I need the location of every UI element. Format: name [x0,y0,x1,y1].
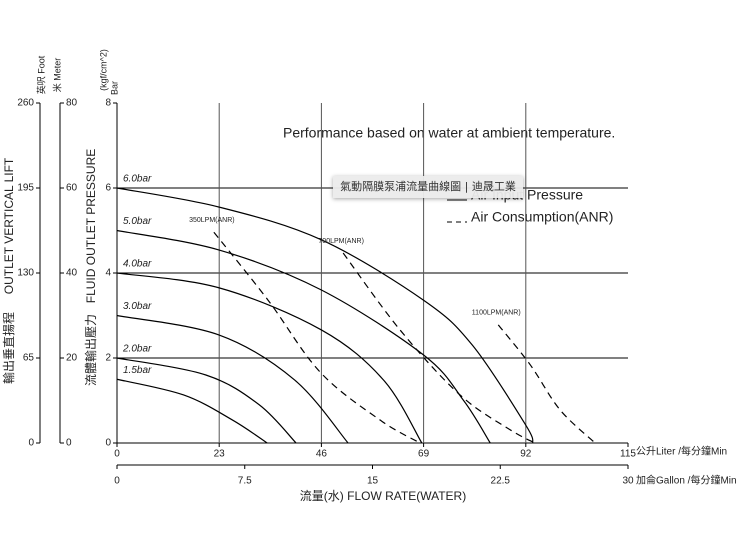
x-axis-title: 流量(水) FLOW RATE(WATER) [300,489,466,503]
lift-tick-label: 260 [17,98,34,109]
curve-label: 1100LPM(ANR) [472,310,521,317]
lift-tick-label: 0 [66,438,72,449]
lift-tick-label: 40 [66,268,78,279]
gallon-tick-label: 22.5 [491,476,511,487]
curve [116,314,349,444]
curve [342,252,536,444]
chart-title: Performance based on water at ambient te… [283,125,615,141]
gallon-tick-label: 0 [114,476,120,487]
gallon-tick-label: 15 [367,476,379,487]
curve-label: 4.0bar [123,259,152,270]
gallon-tick-label: 30 [622,476,634,487]
curve [213,231,421,444]
lift-tick-label: 20 [66,353,78,364]
curve-label: 1.5bar [123,365,152,376]
lift-axis-title: OUTLET VERTICAL LIFT [2,157,16,294]
y-tick-label: 0 [105,438,111,449]
curve [116,187,534,444]
curve-label: 5.0bar [123,216,152,227]
y-tick-label: 4 [105,268,111,279]
x-tick-label: 23 [214,449,226,460]
feet-unit-label: 英呎 Foot [35,55,46,94]
y-axis-title-zh: 流體輸出壓力 [83,314,98,386]
curve-label: 6.0bar [123,174,152,185]
curve-label: 700LPM(ANR) [318,238,364,245]
lift-tick-label: 0 [28,438,34,449]
lift-tick-label: 80 [66,98,78,109]
lift-tick-label: 195 [17,183,34,194]
lift-tick-label: 130 [17,268,34,279]
curve-label: 2.0bar [122,344,152,355]
gallon-unit-label: 加侖Gallon /每分鐘Min [636,474,736,487]
lift-tick-label: 60 [66,183,78,194]
lift-axis-title-zh: 輸出垂直揚程 [1,312,16,384]
y-tick-label: 2 [105,353,111,364]
x-tick-label: 0 [114,449,120,460]
y-axis-title: FLUID OUTLET PRESSURE [84,149,98,303]
y-unit-label: Bar [109,81,119,95]
x-tick-label: 92 [520,449,532,460]
lift-tick-label: 65 [23,353,35,364]
meter-unit-label: 米 Meter [51,58,62,93]
gallon-tick-label: 7.5 [238,476,252,487]
y-tick-label: 8 [105,98,111,109]
y-unit-label: (kgf/cm^2) [98,49,108,91]
curve [116,272,423,444]
curve [116,229,491,444]
x-unit-label: 公升Liter /每分鐘Min [636,445,727,458]
curve [116,357,297,444]
curve-label: 350LPM(ANR) [189,217,235,224]
curve [116,378,268,444]
curve-label: 3.0bar [123,301,152,312]
x-tick-label: 115 [620,449,636,460]
curve [497,324,596,444]
watermark: 氣動隔膜泵浦流量曲線圖 | 迪晟工業 [333,176,523,198]
legend-label: Air Consumption(ANR) [471,209,613,225]
y-tick-label: 6 [105,183,111,194]
x-tick-label: 69 [418,449,430,460]
x-tick-label: 46 [316,449,328,460]
